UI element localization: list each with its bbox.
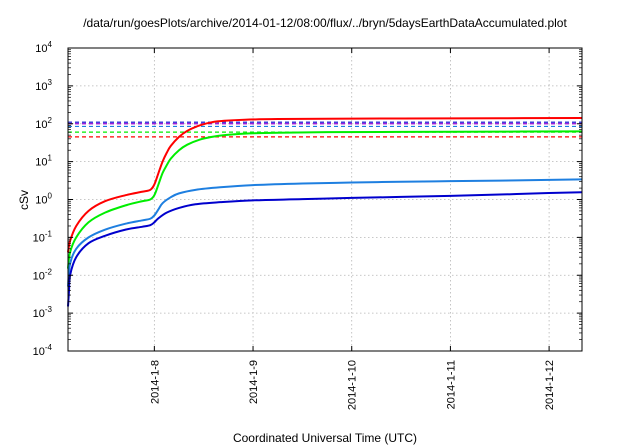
y-axis-ticks: 10-4 10-3 10-2 10-1 100 101 102 103 104	[33, 40, 582, 358]
x-tick-label: 2014-1-9	[248, 360, 260, 404]
y-axis-label: cSv	[17, 190, 31, 210]
y-tick-label: 103	[35, 78, 52, 93]
x-tick-label: 2014-1-8	[149, 360, 161, 404]
y-tick-label: 10-2	[33, 267, 53, 282]
y-tick-label: 100	[35, 192, 52, 207]
y-tick-label: 101	[35, 154, 52, 169]
chart-title: /data/run/goesPlots/archive/2014-01-12/0…	[83, 16, 567, 30]
x-tick-label: 2014-1-11	[445, 360, 457, 409]
series-lines	[67, 116, 583, 307]
x-axis-label: Coordinated Universal Time (UTC)	[233, 431, 417, 445]
series-line	[67, 130, 583, 269]
x-tick-label: 2014-1-10	[347, 360, 359, 410]
x-tick-label: 2014-1-12	[544, 360, 556, 410]
series-line	[67, 178, 583, 287]
y-tick-label: 102	[35, 116, 52, 131]
reference-lines	[68, 121, 582, 138]
y-tick-label: 10-3	[33, 305, 53, 320]
x-axis-ticks: 2014-1-8 2014-1-9 2014-1-10 2014-1-11 2014-1…	[149, 48, 556, 410]
y-tick-label: 10-1	[33, 229, 53, 244]
series-line	[67, 191, 583, 307]
series-line	[67, 116, 583, 253]
y-tick-label: 10-4	[33, 343, 53, 358]
y-tick-label: 104	[35, 40, 52, 55]
